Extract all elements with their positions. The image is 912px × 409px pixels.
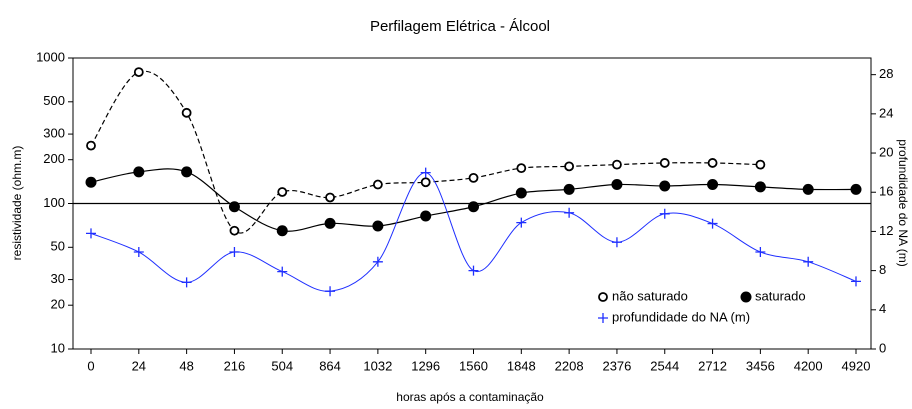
marker [611,179,623,191]
marker [516,217,527,228]
series-line [90,172,857,292]
marker [133,67,144,78]
x-tick-label: 504 [271,358,293,373]
y2-tick-label: 8 [879,262,886,277]
x-tick-label: 48 [179,358,193,373]
marker [229,247,240,257]
y2-tick-label: 12 [879,223,893,238]
marker [659,158,670,168]
legend-marker [598,292,608,302]
y-tick-label: 30 [51,271,65,286]
marker [325,286,336,297]
x-tick-label: 0 [87,358,94,373]
marker [564,161,575,172]
legend-marker [740,291,752,303]
marker [707,179,719,191]
marker [515,187,527,199]
chart-title: Perfilagem Elétrica - Álcool [370,18,550,35]
y-tick-label: 1000 [36,49,65,64]
marker [659,180,671,192]
y-tick-label: 20 [51,297,65,312]
legend-label: não saturado [612,288,688,303]
legend-label: profundidade do NA (m) [612,309,750,324]
x-tick-label: 2208 [555,358,584,373]
marker [755,247,766,257]
y2-tick-label: 4 [879,301,886,316]
y-tick-label: 200 [43,151,65,166]
marker [851,276,861,287]
x-tick-label: 2544 [650,358,679,373]
y2-tick-label: 16 [879,184,893,199]
marker [420,177,431,188]
marker [516,163,527,174]
x-tick-label: 1848 [507,358,536,373]
x-tick-label: 2376 [602,358,631,373]
y2-tick-label: 20 [879,144,893,159]
y-tick-label: 10 [51,340,65,355]
y-tick-label: 300 [43,126,65,141]
marker [707,218,718,229]
marker [277,187,288,197]
x-tick-label: 4200 [794,358,823,373]
y2-tick-label: 28 [879,66,893,81]
marker [564,207,575,218]
marker [85,176,97,188]
y2-axis-label: profundidade do NA (m) [896,139,910,266]
marker [86,228,96,239]
marker [420,167,431,178]
y2-tick-label: 0 [879,340,886,355]
marker [754,181,766,193]
series-line [90,70,761,234]
legend-marker [598,313,608,323]
marker [659,208,670,219]
marker [229,225,240,236]
marker [803,256,814,267]
marker [420,210,432,222]
marker [228,201,240,213]
marker [277,266,288,277]
marker [133,166,145,178]
x-tick-label: 1560 [459,358,488,373]
x-tick-label: 1296 [411,358,440,373]
marker [276,225,288,237]
marker [802,183,814,195]
marker [181,107,192,118]
x-tick-label: 2712 [698,358,727,373]
y-tick-label: 50 [51,239,65,254]
x-tick-label: 216 [224,358,246,373]
x-tick-label: 1032 [363,358,392,373]
x-axis-label: horas após a contaminação [396,390,544,404]
marker [707,158,718,168]
y-axis-label: resistividade (ohm.m) [10,146,24,261]
marker [372,179,383,190]
x-tick-label: 4920 [842,358,871,373]
marker [181,277,192,288]
marker [325,192,335,203]
marker [372,256,383,267]
y-tick-label: 100 [43,195,65,210]
marker [324,217,336,229]
marker [468,201,479,213]
marker [612,159,622,170]
marker [468,172,479,183]
marker [468,265,479,276]
marker [755,159,766,170]
x-tick-label: 3456 [746,358,775,373]
marker [181,166,193,178]
legend-label: saturado [755,288,806,303]
marker [611,237,622,248]
marker [86,140,96,151]
y-tick-label: 500 [43,93,65,108]
marker [372,220,384,232]
marker [133,247,144,257]
x-tick-label: 864 [319,358,341,373]
marker [850,183,862,195]
y2-tick-label: 24 [879,105,893,120]
marker [563,183,575,195]
x-tick-label: 24 [132,358,146,373]
